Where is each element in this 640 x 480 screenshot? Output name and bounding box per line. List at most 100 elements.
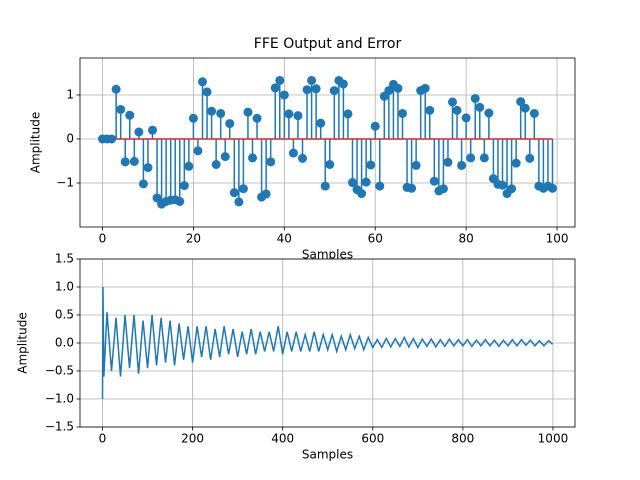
stem-marker (134, 127, 144, 137)
stem-marker (234, 197, 244, 207)
x-tick-label: 400 (271, 432, 294, 446)
y-axis-label: Amplitude (29, 112, 43, 174)
stem-marker (316, 118, 326, 128)
axes-frame (79, 57, 576, 228)
stem-marker (393, 83, 403, 93)
stem-marker (366, 160, 376, 170)
x-tick-label: 1000 (538, 432, 569, 446)
stem-marker (129, 156, 139, 166)
stem-marker (243, 107, 253, 117)
stem-marker (475, 102, 485, 112)
stem-marker (298, 153, 307, 163)
signal-line (101, 286, 553, 400)
x-tick-label: 80 (458, 232, 473, 246)
stem-marker (479, 153, 489, 163)
stem-marker (175, 196, 185, 206)
stem-marker (548, 183, 557, 193)
stem-marker (302, 85, 312, 95)
y-tick-label: 0.5 (55, 308, 74, 322)
stem-marker (116, 104, 126, 114)
x-tick-label: 0 (99, 432, 107, 446)
x-tick-label: 40 (277, 232, 292, 246)
stem-marker (266, 157, 276, 167)
stem-marker (261, 189, 271, 199)
stem-marker (529, 108, 539, 118)
stem-marker (520, 103, 530, 113)
stem-marker (320, 181, 330, 191)
stem-marker (329, 86, 339, 96)
stem-marker (411, 160, 421, 170)
y-tick-label: −1.0 (45, 392, 74, 406)
axes-background (80, 58, 575, 227)
stem-marker (516, 97, 526, 107)
axes: 0 20 40 60 80 100 −1 0 1 FFE Output and Error Samp… (29, 36, 576, 262)
axes: 0 200 400 600 800 1000 −1.5 −1.0 −0.5 0.0 0.5 1.0 1.… (16, 252, 576, 462)
stem-marker (270, 83, 280, 93)
y-axis-label: Amplitude (16, 312, 30, 374)
stem-marker (275, 75, 285, 85)
y-tick-label: −1.5 (45, 420, 74, 434)
y-tick-label: −0.5 (45, 364, 74, 378)
stem-marker (202, 87, 212, 97)
stem-marker (198, 77, 207, 87)
stem-marker (220, 152, 230, 162)
stem-marker (370, 121, 380, 131)
x-tick-label: 0 (99, 232, 107, 246)
stem-marker (148, 125, 157, 135)
stem-marker (216, 108, 226, 118)
stem-marker (343, 109, 353, 119)
stem-marker (470, 93, 480, 103)
stem-marker (207, 106, 217, 116)
stem-marker (357, 189, 367, 199)
y-tick-label: 1.0 (55, 280, 74, 294)
x-tick-label: 100 (546, 232, 569, 246)
x-axis-label: Samples (302, 248, 353, 262)
stem-marker (325, 160, 335, 170)
stem-marker (525, 153, 535, 163)
x-tick-label: 600 (361, 432, 384, 446)
stem-marker (375, 181, 385, 191)
stem-marker (229, 188, 239, 198)
stem-marker (138, 179, 148, 189)
stem-marker (361, 177, 371, 187)
stem-marker (152, 193, 162, 203)
y-tick-label: 0 (66, 131, 74, 145)
y-tick-label: 1.5 (55, 252, 74, 266)
stem-marker (407, 183, 417, 193)
stem-marker (125, 110, 135, 120)
x-tick-label: 60 (368, 232, 383, 246)
stem-marker (398, 108, 407, 118)
y-tick-label: 0.0 (55, 336, 74, 350)
stem-marker (461, 113, 471, 123)
x-tick-label: 800 (451, 432, 474, 446)
stem-marker (284, 109, 294, 119)
x-tick-label: 20 (186, 232, 201, 246)
stem-marker (188, 113, 198, 123)
stem-marker (179, 181, 189, 191)
y-tick-label: −1 (56, 175, 74, 189)
stem-marker (452, 105, 462, 115)
stem-marker (425, 105, 435, 115)
stem-marker (252, 113, 262, 123)
stem-marker (429, 176, 439, 186)
stem-marker (211, 160, 221, 170)
stem-marker (311, 84, 321, 94)
stem-marker (484, 108, 494, 118)
stem-marker (438, 184, 448, 194)
stem-marker (457, 160, 467, 170)
y-tick-label: 1 (66, 87, 74, 101)
stem-marker (420, 83, 430, 93)
x-axis-label: Samples (302, 448, 353, 462)
stem-marker (507, 184, 517, 194)
stem-marker (448, 97, 457, 107)
stem-marker (348, 178, 357, 188)
stem-marker (279, 90, 289, 100)
stem-marker (193, 146, 203, 156)
stem-marker (443, 157, 453, 167)
x-tick-label: 200 (181, 432, 204, 446)
stem-marker (307, 75, 317, 85)
stem-marker (498, 180, 507, 190)
stem-marker (293, 111, 303, 121)
stem-marker (225, 119, 235, 129)
